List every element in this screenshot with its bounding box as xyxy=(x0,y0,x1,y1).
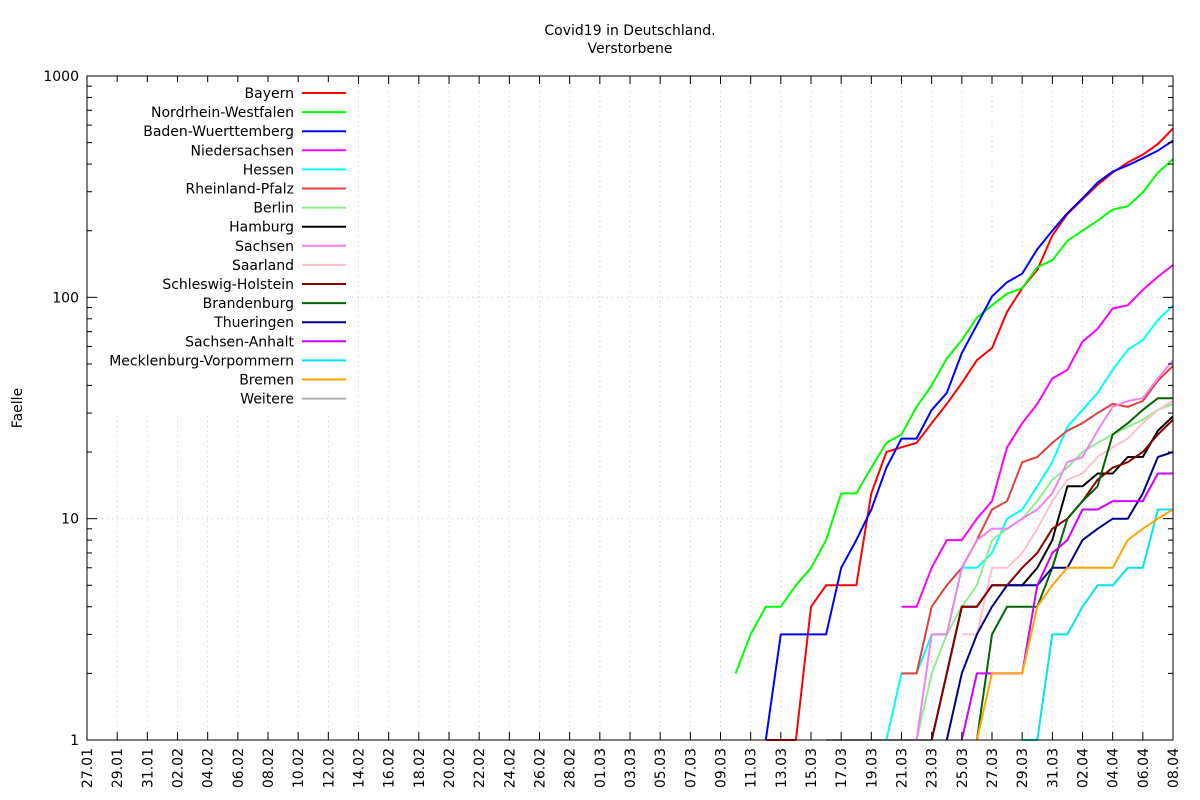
series-line-niedersachsen xyxy=(901,264,1174,608)
x-tick-label: 07.03 xyxy=(683,748,699,788)
x-tick-label: 02.04 xyxy=(1076,748,1092,788)
x-tick-label: 02.02 xyxy=(171,748,187,788)
x-tick-label: 06.02 xyxy=(231,748,247,788)
x-tick-label: 29.03 xyxy=(1015,748,1031,788)
y-tick-label: 1 xyxy=(70,733,79,749)
x-tick-label: 21.03 xyxy=(895,748,911,788)
legend-label: Rheinland-Pfalz xyxy=(186,182,294,198)
legend-label: Hamburg xyxy=(229,220,294,236)
series-line-hessen xyxy=(885,304,1174,741)
x-tick-label: 03.03 xyxy=(623,748,639,788)
x-tick-label: 28.02 xyxy=(563,748,579,788)
legend-label: Mecklenburg-Vorpommern xyxy=(109,353,294,369)
legend-label: Thueringen xyxy=(213,315,294,331)
x-tick-label: 10.02 xyxy=(291,748,307,788)
x-tick-label: 15.03 xyxy=(804,748,820,788)
x-tick-label: 11.03 xyxy=(744,748,760,788)
x-tick-label: 08.02 xyxy=(261,748,277,788)
x-tick-label: 04.04 xyxy=(1106,748,1122,788)
x-tick-label: 13.03 xyxy=(774,748,790,788)
x-tick-label: 20.02 xyxy=(442,748,458,788)
series-line-saarland xyxy=(961,400,1174,636)
y-axis-label: Faelle xyxy=(10,388,26,428)
x-tick-label: 19.03 xyxy=(864,748,880,788)
legend-label: Brandenburg xyxy=(203,296,294,312)
x-tick-label: 17.03 xyxy=(834,748,850,788)
x-tick-label: 12.02 xyxy=(321,748,337,788)
legend-label: Berlin xyxy=(253,201,294,217)
x-tick-label: 04.02 xyxy=(201,748,217,788)
series-line-berlin xyxy=(915,402,1174,741)
legend-background xyxy=(100,82,352,413)
x-tick-label: 26.02 xyxy=(533,748,549,788)
x-tick-label: 16.02 xyxy=(382,748,398,788)
y-tick-label: 10 xyxy=(61,512,79,528)
legend-label: Bremen xyxy=(239,373,294,389)
legend-label: Nordrhein-Westfalen xyxy=(151,105,294,121)
chart-subtitle: Verstorbene xyxy=(588,41,673,57)
series-line-sachsen-anhalt xyxy=(960,472,1173,741)
x-tick-label: 05.03 xyxy=(653,748,669,788)
y-tick-label: 100 xyxy=(52,290,79,306)
x-tick-label: 18.02 xyxy=(412,748,428,788)
x-tick-label: 27.01 xyxy=(80,748,96,788)
series-line-thueringen xyxy=(945,451,1174,741)
x-tick-label: 23.03 xyxy=(925,748,941,788)
x-tick-label: 31.03 xyxy=(1045,748,1061,788)
x-tick-label: 29.01 xyxy=(110,748,126,788)
legend: Bayern Nordrhein-Westfalen Baden-Wuerttemb… xyxy=(100,82,352,413)
x-tick-label: 08.04 xyxy=(1166,748,1182,788)
series-line-bremen xyxy=(975,508,1174,741)
chart-title: Covid19 in Deutschland. xyxy=(544,23,715,39)
legend-label: Saarland xyxy=(232,258,294,274)
series-line-baden-wuerttemberg xyxy=(764,139,1174,741)
series-line-mecklenburg-vorpommern xyxy=(1022,508,1173,741)
series-layer xyxy=(734,127,1174,741)
x-tick-label: 01.03 xyxy=(593,748,609,788)
legend-label: Sachsen-Anhalt xyxy=(185,334,294,350)
y-tick-label: 1000 xyxy=(43,69,79,85)
x-tick-label: 09.03 xyxy=(714,748,730,788)
series-line-rheinland-pfalz xyxy=(901,365,1174,675)
series-line-schleswig-holstein xyxy=(930,418,1174,741)
x-tick-label: 22.02 xyxy=(472,748,488,788)
series-line-brandenburg xyxy=(975,397,1173,741)
series-line-bayern xyxy=(765,127,1174,741)
legend-label: Hessen xyxy=(243,162,294,178)
legend-label: Sachsen xyxy=(235,239,294,255)
x-tick-label: 06.04 xyxy=(1136,748,1152,788)
x-tick-label: 24.02 xyxy=(502,748,518,788)
series-line-nordrhein-westfalen xyxy=(734,158,1174,674)
legend-label: Weitere xyxy=(240,392,294,408)
legend-label: Niedersachsen xyxy=(191,143,294,159)
x-tick-label: 31.01 xyxy=(140,748,156,788)
series-line-sachsen xyxy=(915,359,1174,741)
x-tick-label: 14.02 xyxy=(352,748,368,788)
x-tick-label: 27.03 xyxy=(985,748,1001,788)
legend-label: Bayern xyxy=(245,86,294,102)
x-tick-label: 25.03 xyxy=(955,748,971,788)
legend-label: Baden-Wuerttemberg xyxy=(143,124,294,140)
legend-label: Schleswig-Holstein xyxy=(162,277,294,293)
axes: 1 10 100 1000 27.01 29.01 31.01 02.02 04.02 06.02… xyxy=(43,69,1182,788)
